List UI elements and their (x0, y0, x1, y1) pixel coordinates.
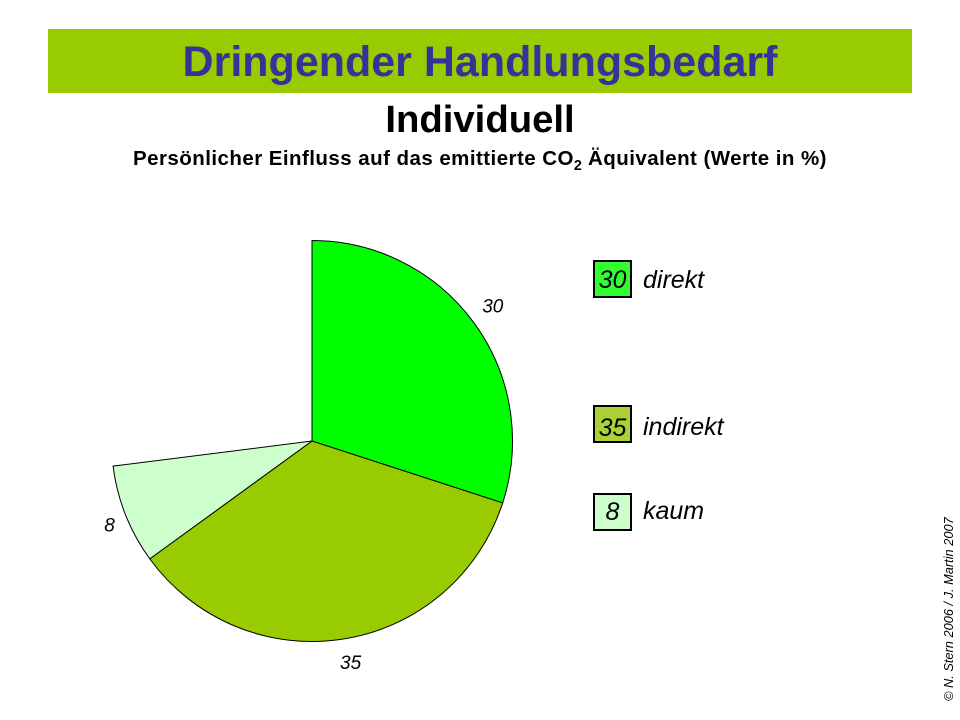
svg-text:30: 30 (482, 297, 504, 318)
svg-text:35: 35 (340, 653, 362, 674)
svg-text:8: 8 (104, 516, 115, 537)
